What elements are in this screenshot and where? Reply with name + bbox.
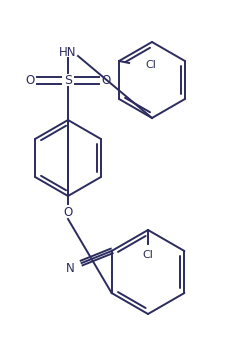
Text: N: N xyxy=(66,263,75,276)
Text: O: O xyxy=(25,73,35,86)
Text: O: O xyxy=(63,205,73,219)
Text: Cl: Cl xyxy=(145,60,156,70)
Text: O: O xyxy=(101,73,111,86)
Text: S: S xyxy=(64,73,72,86)
Text: HN: HN xyxy=(59,46,77,59)
Text: Cl: Cl xyxy=(143,250,153,260)
